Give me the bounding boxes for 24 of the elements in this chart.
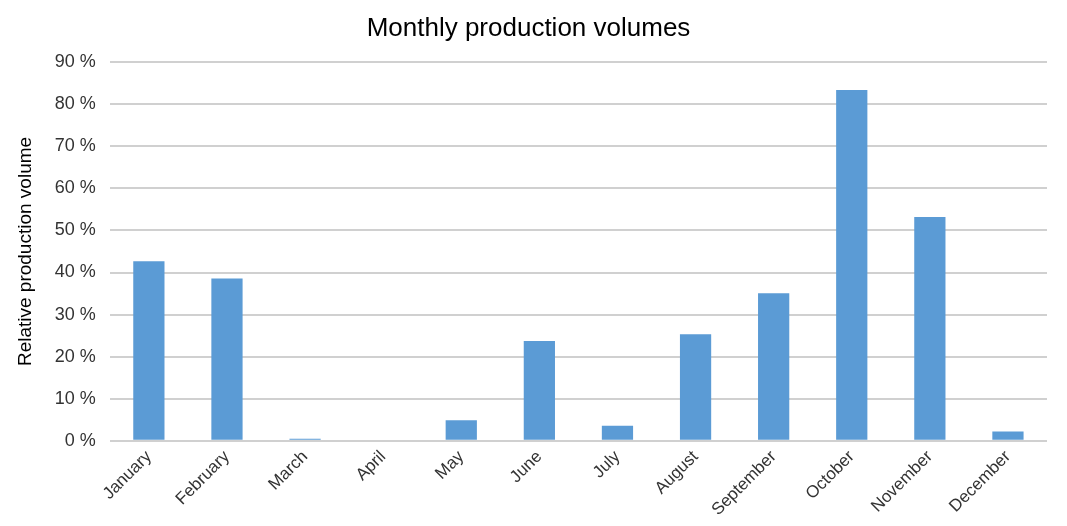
y-tick-label: 70 % — [54, 135, 96, 156]
y-tick-label: 80 % — [54, 93, 96, 114]
x-tick-label: May — [431, 446, 468, 483]
y-axis-title: Relative production volume — [13, 136, 35, 367]
bar — [445, 420, 477, 440]
bar — [836, 89, 868, 440]
bar — [133, 261, 165, 440]
y-tick-label: 50 % — [54, 219, 96, 240]
bar — [679, 334, 712, 440]
y-tick-label: 60 % — [54, 177, 96, 198]
y-tick-label: 10 % — [54, 387, 96, 408]
bar — [601, 425, 634, 440]
y-tick-label: 90 % — [54, 51, 96, 72]
bar — [211, 278, 243, 440]
y-tick-label: 30 % — [54, 303, 96, 324]
bar — [992, 431, 1024, 440]
y-tick-label: 40 % — [54, 261, 96, 282]
x-tick-label: July — [588, 446, 624, 482]
bar — [523, 341, 555, 440]
y-tick-label: 20 % — [54, 345, 96, 366]
chart-title: Monthly production volumes — [366, 11, 691, 42]
bar — [914, 217, 946, 440]
bar — [758, 293, 790, 440]
y-tick-label: 0 % — [64, 429, 96, 450]
